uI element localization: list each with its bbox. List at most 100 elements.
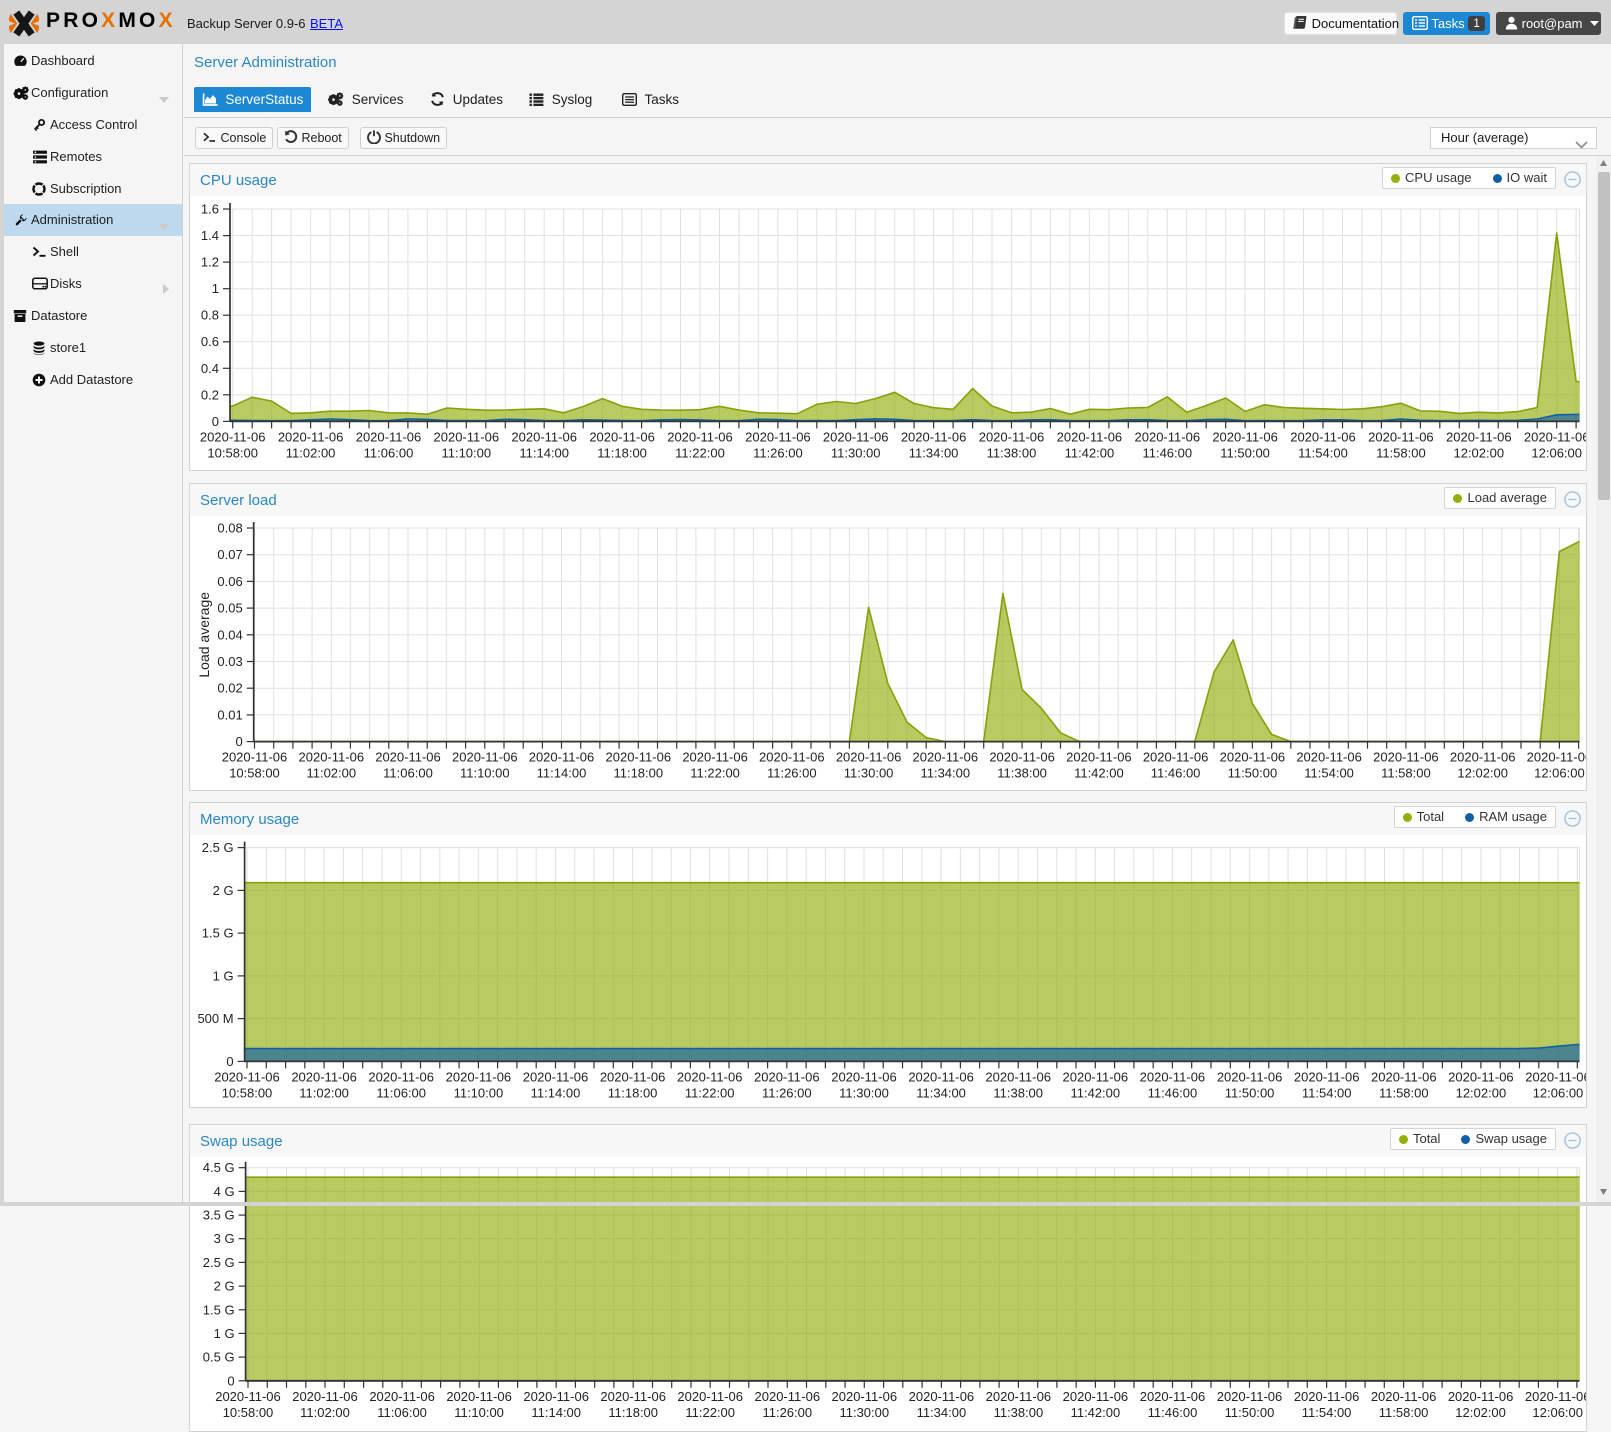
svg-text:2020-11-06: 2020-11-06 <box>909 1389 975 1404</box>
svg-text:0.08: 0.08 <box>217 521 242 536</box>
svg-text:11:18:00: 11:18:00 <box>608 1405 658 1420</box>
svg-text:2020-11-06: 2020-11-06 <box>291 1069 357 1084</box>
svg-text:11:38:00: 11:38:00 <box>994 1405 1044 1420</box>
svg-text:11:14:00: 11:14:00 <box>519 445 569 460</box>
svg-text:2020-11-06: 2020-11-06 <box>356 429 422 444</box>
svg-text:0.4: 0.4 <box>201 361 219 376</box>
svg-text:0.5 G: 0.5 G <box>203 1350 235 1365</box>
svg-text:2.5 G: 2.5 G <box>202 840 234 855</box>
svg-text:1.4: 1.4 <box>201 228 219 243</box>
svg-text:2020-11-06: 2020-11-06 <box>1290 429 1356 444</box>
svg-text:12:06:00: 12:06:00 <box>1532 1405 1583 1420</box>
svg-text:11:30:00: 11:30:00 <box>839 1085 889 1100</box>
svg-text:2020-11-06: 2020-11-06 <box>600 1389 666 1404</box>
svg-text:11:50:00: 11:50:00 <box>1225 1085 1275 1100</box>
svg-text:12:02:00: 12:02:00 <box>1457 766 1508 781</box>
svg-text:1.5 G: 1.5 G <box>203 1302 235 1317</box>
svg-text:1: 1 <box>212 281 219 296</box>
svg-text:11:46:00: 11:46:00 <box>1151 766 1201 781</box>
svg-text:2020-11-06: 2020-11-06 <box>667 429 733 444</box>
svg-text:2020-11-06: 2020-11-06 <box>1448 1069 1514 1084</box>
svg-text:2020-11-06: 2020-11-06 <box>985 1069 1051 1084</box>
svg-text:2020-11-06: 2020-11-06 <box>368 1069 434 1084</box>
svg-text:2020-11-06: 2020-11-06 <box>1294 1389 1360 1404</box>
svg-text:11:30:00: 11:30:00 <box>831 445 881 460</box>
svg-text:2020-11-06: 2020-11-06 <box>375 750 441 765</box>
svg-text:2020-11-06: 2020-11-06 <box>1294 1069 1360 1084</box>
svg-text:11:18:00: 11:18:00 <box>597 445 647 460</box>
svg-text:2020-11-06: 2020-11-06 <box>1140 1069 1206 1084</box>
svg-text:11:18:00: 11:18:00 <box>608 1085 658 1100</box>
svg-text:2020-11-06: 2020-11-06 <box>1217 1069 1283 1084</box>
svg-text:11:38:00: 11:38:00 <box>987 445 1037 460</box>
svg-text:2020-11-06: 2020-11-06 <box>1135 429 1201 444</box>
svg-text:11:42:00: 11:42:00 <box>1070 1085 1120 1100</box>
svg-text:2020-11-06: 2020-11-06 <box>1296 750 1362 765</box>
svg-text:2020-11-06: 2020-11-06 <box>434 429 500 444</box>
svg-text:0: 0 <box>235 734 242 749</box>
svg-text:2020-11-06: 2020-11-06 <box>1143 750 1209 765</box>
svg-text:12:06:00: 12:06:00 <box>1531 445 1582 460</box>
svg-text:2020-11-06: 2020-11-06 <box>1446 429 1512 444</box>
svg-text:2020-11-06: 2020-11-06 <box>446 1389 512 1404</box>
svg-text:2020-11-06: 2020-11-06 <box>1448 1389 1514 1404</box>
svg-text:11:14:00: 11:14:00 <box>537 766 587 781</box>
svg-text:2020-11-06: 2020-11-06 <box>1217 1389 1283 1404</box>
svg-text:2020-11-06: 2020-11-06 <box>677 1069 743 1084</box>
svg-text:2020-11-06: 2020-11-06 <box>1140 1389 1206 1404</box>
svg-text:12:06:00: 12:06:00 <box>1534 766 1585 781</box>
svg-text:0: 0 <box>227 1373 234 1388</box>
svg-text:0.02: 0.02 <box>217 681 242 696</box>
svg-text:2020-11-06: 2020-11-06 <box>1524 429 1586 444</box>
svg-text:0.06: 0.06 <box>217 574 242 589</box>
svg-text:2020-11-06: 2020-11-06 <box>1525 1389 1586 1404</box>
svg-text:2020-11-06: 2020-11-06 <box>1368 429 1434 444</box>
svg-text:11:58:00: 11:58:00 <box>1379 1405 1429 1420</box>
svg-text:2020-11-06: 2020-11-06 <box>215 1389 281 1404</box>
svg-text:11:22:00: 11:22:00 <box>690 766 740 781</box>
svg-text:2020-11-06: 2020-11-06 <box>1212 429 1278 444</box>
svg-text:11:10:00: 11:10:00 <box>460 766 510 781</box>
svg-text:2020-11-06: 2020-11-06 <box>1371 1069 1437 1084</box>
svg-text:2020-11-06: 2020-11-06 <box>1063 1069 1129 1084</box>
svg-text:11:14:00: 11:14:00 <box>531 1405 581 1420</box>
svg-text:11:22:00: 11:22:00 <box>685 1085 735 1100</box>
svg-text:11:10:00: 11:10:00 <box>454 1085 504 1100</box>
svg-text:11:58:00: 11:58:00 <box>1376 445 1426 460</box>
svg-text:11:54:00: 11:54:00 <box>1298 445 1348 460</box>
svg-text:2020-11-06: 2020-11-06 <box>1450 750 1516 765</box>
svg-text:4.5 G: 4.5 G <box>203 1160 235 1175</box>
svg-text:12:06:00: 12:06:00 <box>1533 1085 1584 1100</box>
svg-text:11:10:00: 11:10:00 <box>441 445 491 460</box>
svg-text:1.5 G: 1.5 G <box>202 926 234 941</box>
svg-text:2020-11-06: 2020-11-06 <box>292 1389 358 1404</box>
svg-text:3.5 G: 3.5 G <box>203 1208 235 1223</box>
svg-text:11:06:00: 11:06:00 <box>376 1085 426 1100</box>
svg-text:2 G: 2 G <box>213 883 234 898</box>
svg-text:11:06:00: 11:06:00 <box>377 1405 427 1420</box>
svg-text:0: 0 <box>212 414 219 429</box>
svg-text:11:34:00: 11:34:00 <box>909 445 959 460</box>
svg-text:2020-11-06: 2020-11-06 <box>1066 750 1132 765</box>
svg-text:2020-11-06: 2020-11-06 <box>913 750 979 765</box>
svg-text:1.6: 1.6 <box>201 202 219 217</box>
svg-text:2020-11-06: 2020-11-06 <box>1527 750 1586 765</box>
svg-text:2020-11-06: 2020-11-06 <box>986 1389 1052 1404</box>
svg-text:1 G: 1 G <box>214 1326 235 1341</box>
svg-text:11:02:00: 11:02:00 <box>300 1405 350 1420</box>
svg-text:11:38:00: 11:38:00 <box>993 1085 1043 1100</box>
svg-text:11:14:00: 11:14:00 <box>531 1085 581 1100</box>
svg-text:11:26:00: 11:26:00 <box>767 766 817 781</box>
svg-text:11:42:00: 11:42:00 <box>1065 445 1115 460</box>
svg-text:11:50:00: 11:50:00 <box>1228 766 1278 781</box>
svg-text:11:54:00: 11:54:00 <box>1304 766 1354 781</box>
svg-text:11:46:00: 11:46:00 <box>1148 1405 1198 1420</box>
svg-text:2020-11-06: 2020-11-06 <box>523 1389 589 1404</box>
svg-text:0.2: 0.2 <box>201 387 219 402</box>
svg-text:500 M: 500 M <box>197 1011 233 1026</box>
svg-text:2020-11-06: 2020-11-06 <box>755 1389 821 1404</box>
svg-text:11:26:00: 11:26:00 <box>762 1085 812 1100</box>
svg-text:2020-11-06: 2020-11-06 <box>222 750 288 765</box>
svg-text:12:02:00: 12:02:00 <box>1453 445 1504 460</box>
svg-text:11:58:00: 11:58:00 <box>1381 766 1431 781</box>
